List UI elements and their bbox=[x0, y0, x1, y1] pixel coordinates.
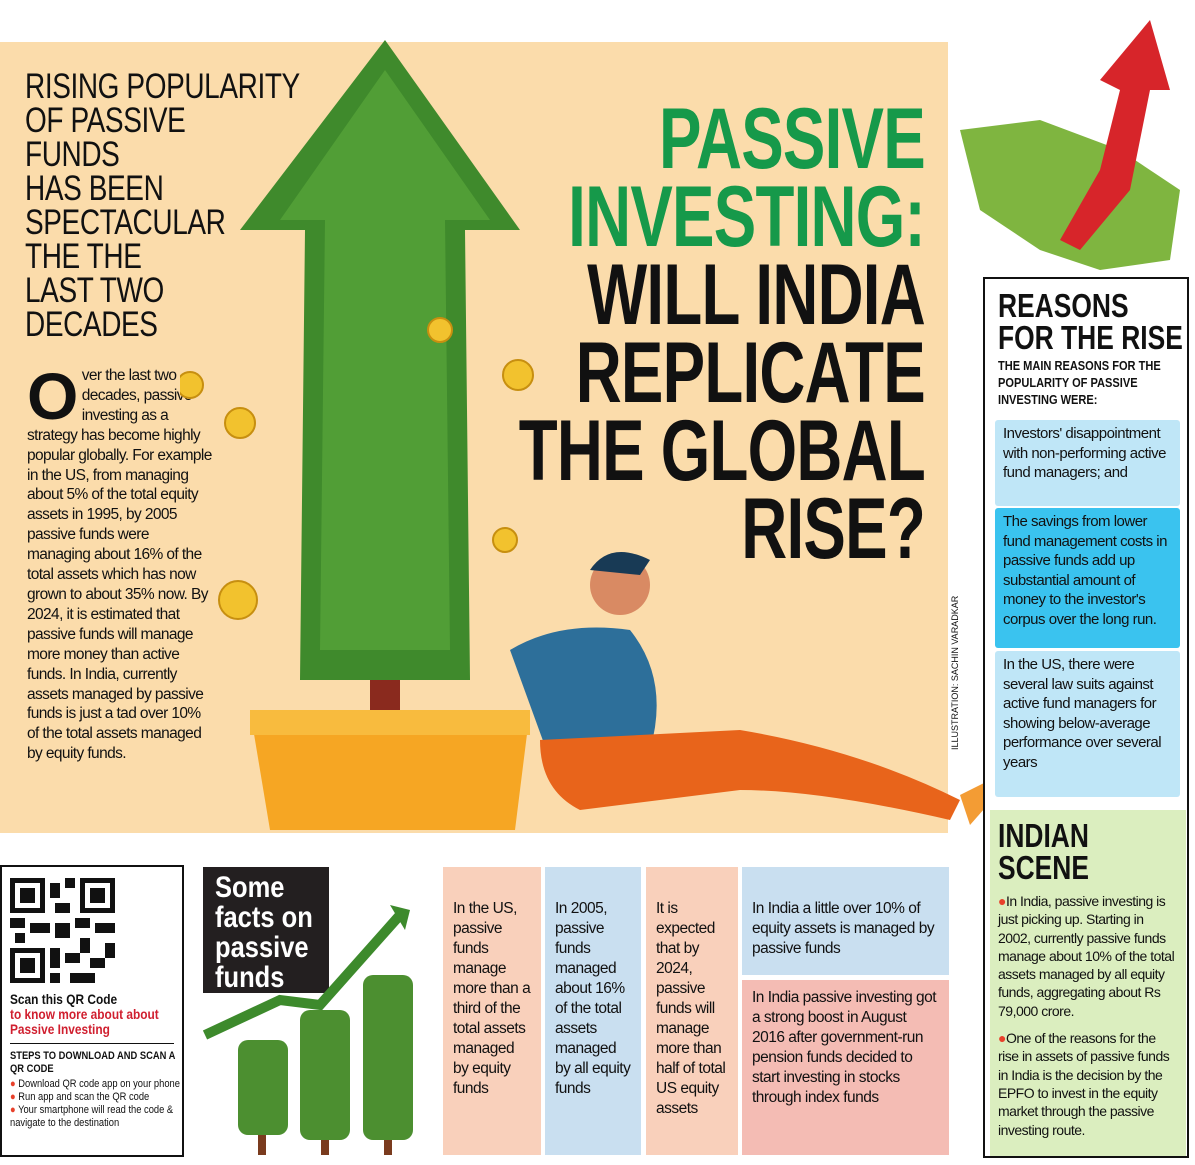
reason-item: In the US, there were several law suits … bbox=[995, 651, 1180, 797]
indian-scene-box bbox=[990, 810, 1186, 1156]
coin-icons bbox=[180, 317, 534, 620]
qr-caption: Scan this QR Code to know more about abou… bbox=[10, 991, 159, 1037]
bullet-icon: ● bbox=[10, 1091, 16, 1103]
bullet-icon: ● bbox=[10, 1104, 16, 1116]
illustration-credit: ILLUSTRATION: SACHIN VARADKAR bbox=[950, 595, 960, 750]
fact-column: It is expected that by 2024, passive fun… bbox=[646, 867, 738, 1155]
reason-item: Investors' disappointment with non-perfo… bbox=[995, 420, 1180, 506]
fact-column: In 2005, passive funds managed about 16%… bbox=[545, 867, 641, 1155]
indian-scene-heading: INDIAN SCENE bbox=[998, 817, 1089, 886]
growing-hedges-illustration bbox=[202, 905, 413, 1155]
reason-item: The savings from lower fund management c… bbox=[995, 508, 1180, 648]
tree-and-man-illustration bbox=[180, 40, 992, 830]
reasons-heading: REASONS FOR THE RISE bbox=[998, 287, 1183, 356]
fact-column: In India passive investing got a strong … bbox=[742, 980, 949, 1155]
fact-column: In the US, passive funds manage more tha… bbox=[443, 867, 541, 1155]
qr-code-box bbox=[0, 865, 184, 1157]
tree-icon bbox=[240, 40, 520, 720]
main-headline: PASSIVE INVESTING: WILL INDIA REPLICATE THE … bbox=[518, 91, 926, 577]
bullet-icon: ● bbox=[10, 1078, 16, 1090]
bullet-icon: ● bbox=[998, 893, 1006, 909]
indian-scene-text: ●In India, passive investing is just pic… bbox=[998, 893, 1175, 1138]
reasons-subtitle: THE MAIN REASONS FOR THE POPULARITY OF PA… bbox=[998, 358, 1161, 407]
fact-column: In India a little over 10% of equity ass… bbox=[742, 867, 949, 975]
qr-steps: STEPS TO DOWNLOAD AND SCAN A QR CODE ● D… bbox=[10, 1050, 180, 1129]
bullet-icon: ● bbox=[998, 1030, 1006, 1047]
qr-code-icon[interactable] bbox=[10, 878, 115, 983]
divider bbox=[10, 1043, 174, 1044]
india-map-rising-arrow-illustration bbox=[960, 20, 1180, 270]
man-icon bbox=[510, 552, 992, 825]
pot-icon bbox=[250, 710, 530, 830]
facts-heading: Some facts on passive funds bbox=[203, 867, 329, 993]
drop-cap: O bbox=[27, 359, 78, 433]
kicker-headline: RISING POPULARITY OF PASSIVE FUNDS HAS BEEN… bbox=[25, 67, 300, 344]
